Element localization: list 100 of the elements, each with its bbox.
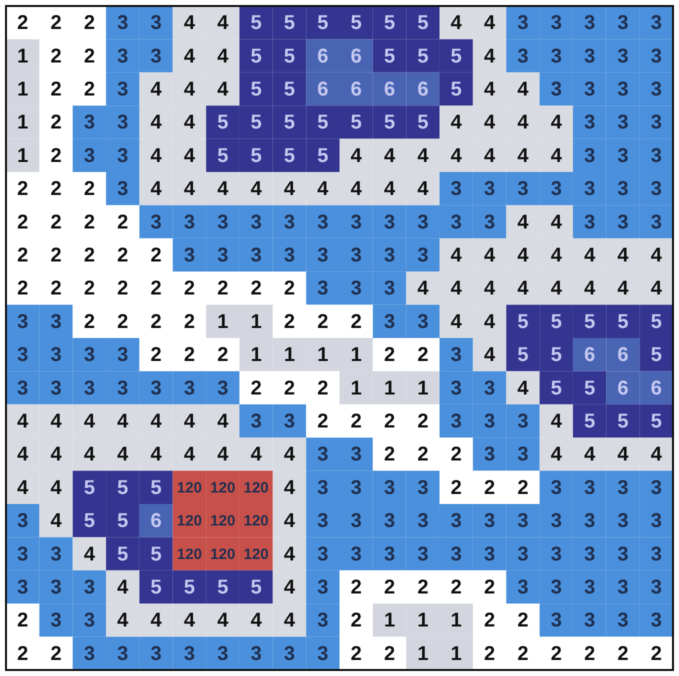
data-label: 2 <box>350 410 362 433</box>
data-label: 3 <box>584 12 596 34</box>
data-label: 4 <box>150 610 163 632</box>
data-label: 3 <box>484 444 496 466</box>
data-label: 5 <box>550 344 562 366</box>
data-label: 2 <box>350 310 362 333</box>
data-label: 3 <box>650 510 662 532</box>
data-label: 2 <box>417 410 428 433</box>
data-label: 4 <box>550 278 563 300</box>
data-label: 2 <box>384 344 396 366</box>
data-label: 2 <box>150 244 162 267</box>
data-label: 1 <box>350 377 362 400</box>
data-label: 1 <box>350 344 362 366</box>
data-label: 6 <box>417 78 428 101</box>
data-label: 6 <box>617 377 629 400</box>
data-label: 3 <box>484 377 496 400</box>
data-label: 4 <box>350 178 363 200</box>
data-label: 3 <box>450 178 462 200</box>
data-label: 1 <box>17 78 28 101</box>
data-label: 3 <box>17 510 28 532</box>
data-label: 3 <box>617 543 629 566</box>
data-label: 2 <box>317 377 328 400</box>
data-label: 5 <box>650 410 662 433</box>
data-label: 5 <box>150 476 162 499</box>
data-label: 4 <box>417 278 430 300</box>
data-label: 5 <box>384 12 396 34</box>
data-label: 4 <box>517 78 530 101</box>
data-label: 3 <box>584 211 596 234</box>
data-label: 2 <box>84 12 95 34</box>
data-label: 3 <box>117 112 128 134</box>
data-label: 3 <box>50 377 62 400</box>
data-label: 120 <box>210 480 236 497</box>
data-label: 3 <box>350 444 362 466</box>
data-label: 2 <box>417 576 428 599</box>
data-label: 3 <box>484 178 496 200</box>
data-label: 1 <box>17 112 28 134</box>
data-label: 3 <box>417 211 428 234</box>
data-label: 3 <box>584 543 596 566</box>
data-label: 4 <box>584 444 596 466</box>
data-label: 3 <box>284 642 296 665</box>
data-label: 4 <box>450 244 463 267</box>
data-label: 3 <box>150 642 162 665</box>
data-label: 5 <box>550 310 562 333</box>
data-label: 4 <box>650 278 663 300</box>
data-label: 5 <box>450 78 462 101</box>
data-label: 2 <box>484 610 496 632</box>
data-label: 3 <box>217 244 228 267</box>
data-label: 3 <box>650 211 662 234</box>
data-label: 3 <box>184 211 195 234</box>
data-label: 3 <box>250 211 262 234</box>
data-label: 4 <box>217 444 230 466</box>
data-label: 5 <box>250 45 262 68</box>
data-label: 3 <box>384 510 396 532</box>
data-label: 3 <box>317 244 328 267</box>
data-label: 3 <box>484 211 496 234</box>
data-label: 4 <box>617 278 630 300</box>
data-label: 3 <box>484 510 496 532</box>
data-label: 3 <box>417 310 428 333</box>
data-label: 2 <box>117 211 128 234</box>
data-label: 3 <box>350 211 362 234</box>
data-label: 2 <box>50 12 62 34</box>
data-label: 3 <box>50 310 62 333</box>
data-label: 2 <box>50 244 62 267</box>
data-label: 5 <box>284 45 296 68</box>
data-label: 3 <box>584 510 596 532</box>
data-label: 1 <box>384 377 396 400</box>
data-label: 5 <box>584 377 596 400</box>
data-label: 2 <box>317 310 328 333</box>
data-label: 3 <box>84 344 95 366</box>
data-label: 4 <box>84 444 96 466</box>
data-label: 1 <box>384 610 396 632</box>
data-label: 2 <box>217 278 228 300</box>
data-label: 120 <box>244 480 269 497</box>
data-label: 4 <box>484 12 496 34</box>
data-label: 5 <box>617 410 629 433</box>
data-label: 4 <box>484 45 496 68</box>
data-label: 5 <box>584 410 596 433</box>
data-label: 3 <box>617 576 629 599</box>
data-label: 4 <box>584 278 596 300</box>
data-label: 4 <box>384 144 396 167</box>
data-label: 4 <box>284 576 296 599</box>
data-label: 2 <box>17 12 28 34</box>
data-label: 3 <box>17 543 28 566</box>
data-label: 2 <box>84 78 95 101</box>
data-label: 4 <box>550 444 563 466</box>
data-label: 5 <box>584 310 596 333</box>
data-label: 4 <box>417 144 430 167</box>
data-label: 5 <box>284 144 296 167</box>
data-label: 2 <box>17 610 28 632</box>
data-label: 2 <box>450 476 462 499</box>
data-label: 2 <box>17 278 28 300</box>
data-label: 3 <box>650 12 662 34</box>
data-label: 3 <box>550 543 562 566</box>
data-label: 4 <box>17 444 30 466</box>
data-label: 3 <box>650 144 662 167</box>
data-label: 3 <box>584 576 596 599</box>
data-label: 2 <box>584 642 596 665</box>
data-label: 5 <box>84 510 95 532</box>
data-label: 4 <box>550 244 563 267</box>
data-label: 4 <box>117 410 130 433</box>
